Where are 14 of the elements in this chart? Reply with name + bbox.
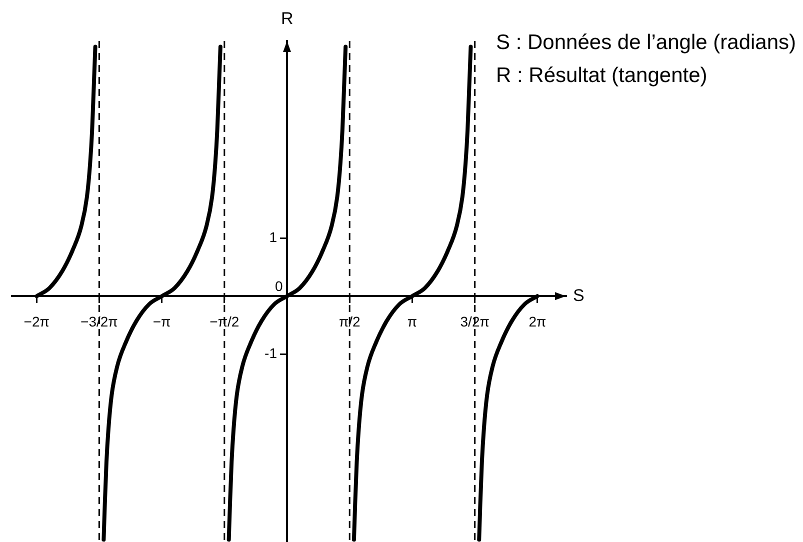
annotation: 0 bbox=[275, 278, 283, 295]
annotation: R : Résultat (tangente) bbox=[496, 63, 708, 89]
x-tick-label: π bbox=[407, 313, 418, 330]
x-tick-label: −2π bbox=[24, 313, 50, 330]
y-tick-label: -1 bbox=[264, 344, 278, 361]
x-tick-label: π/2 bbox=[338, 313, 360, 330]
annotation: S : Données de l’angle (radians) bbox=[496, 30, 796, 56]
x-axis-title: S bbox=[573, 286, 584, 307]
y-tick-label: 1 bbox=[269, 229, 278, 246]
x-tick-label: 2π bbox=[528, 313, 546, 330]
x-tick-label: −3/2π bbox=[80, 313, 118, 330]
x-tick-label: −π bbox=[152, 313, 172, 330]
x-tick-label: 3/2π bbox=[460, 313, 490, 330]
y-axis-title: R bbox=[281, 9, 294, 30]
